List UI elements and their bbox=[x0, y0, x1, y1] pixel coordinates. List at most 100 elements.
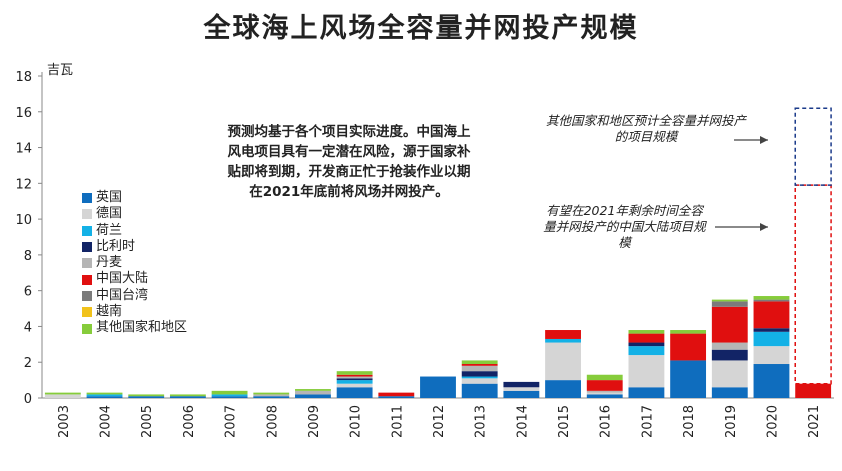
y-tick-label: 18 bbox=[15, 70, 32, 85]
x-tick-label: 2020 bbox=[765, 405, 780, 438]
x-tick-label: 2006 bbox=[182, 405, 197, 438]
x-tick-label: 2014 bbox=[515, 405, 530, 438]
bar-segment bbox=[670, 333, 707, 361]
bar-segment bbox=[545, 342, 581, 381]
bar-segment bbox=[711, 349, 748, 361]
bar-segment bbox=[753, 296, 790, 300]
y-tick-label: 12 bbox=[15, 177, 32, 192]
x-tick-label: 2003 bbox=[57, 405, 72, 438]
legend-label: 丹麦 bbox=[96, 255, 123, 271]
x-tick-label: 2015 bbox=[557, 405, 572, 438]
bar-segment bbox=[420, 376, 456, 398]
bar-segment bbox=[711, 306, 748, 343]
bar-segment bbox=[253, 396, 290, 398]
bar-segment bbox=[753, 331, 790, 347]
chart-note: 预测均基于各个项目实际进度。中国海上风电项目具有一定潜在风险，源于国家补贴即将到… bbox=[227, 124, 471, 200]
bar-segment bbox=[711, 387, 748, 398]
x-tick-label: 2021 bbox=[807, 405, 822, 438]
legend-item: 荷兰 bbox=[82, 223, 187, 239]
legend-label: 德国 bbox=[96, 206, 123, 222]
bar-segment bbox=[711, 299, 748, 302]
bar-segment bbox=[169, 396, 206, 398]
bar-segment bbox=[44, 394, 81, 398]
bar-segment bbox=[44, 392, 81, 395]
y-tick-label: 4 bbox=[24, 320, 32, 335]
x-tick-label: 2010 bbox=[349, 405, 364, 438]
bar-segment bbox=[336, 380, 373, 384]
bar-segment bbox=[503, 390, 540, 398]
y-tick-label: 10 bbox=[15, 213, 32, 228]
bar-segment bbox=[545, 330, 581, 339]
legend-label: 荷兰 bbox=[96, 222, 123, 238]
bar-segment bbox=[628, 387, 665, 398]
y-tick-label: 6 bbox=[24, 285, 32, 300]
x-axis: 2003 2004 2005 2006 2007 2008 2009 2010 2011 2012… bbox=[57, 405, 822, 438]
bar-segment bbox=[378, 396, 415, 398]
bar-segment bbox=[753, 299, 790, 302]
legend-swatch bbox=[82, 290, 92, 301]
legend-item: 中国大陆 bbox=[82, 271, 187, 287]
x-tick-label: 2012 bbox=[432, 405, 447, 438]
legend-label: 比利时 bbox=[96, 238, 136, 254]
chart-title: 全球海上风场全容量并网投产规模 bbox=[203, 13, 639, 44]
legend-item: 其他国家和地区 bbox=[82, 320, 187, 336]
bar-segment bbox=[86, 394, 123, 397]
bar-segment bbox=[670, 360, 707, 398]
bar-segment bbox=[461, 360, 498, 365]
bar-segment bbox=[128, 394, 165, 397]
bar-segment bbox=[86, 396, 123, 398]
bar-segment bbox=[378, 392, 415, 397]
bar-segment bbox=[211, 390, 248, 395]
legend-item: 丹麦 bbox=[82, 255, 187, 271]
y-axis-unit: 吉瓦 bbox=[47, 63, 74, 78]
legend-item: 比利时 bbox=[82, 239, 187, 255]
legend-item: 越南 bbox=[82, 304, 187, 320]
bar-segment bbox=[295, 394, 331, 398]
bar-segment bbox=[753, 346, 790, 365]
bar-segment bbox=[336, 383, 373, 388]
legend-label: 其他国家和地区 bbox=[96, 320, 188, 336]
arrow-china-forecast-head bbox=[760, 223, 768, 231]
forecast-group bbox=[794, 107, 832, 385]
x-tick-label: 2017 bbox=[640, 405, 655, 438]
bar-segment bbox=[545, 338, 581, 343]
x-tick-label: 2016 bbox=[599, 405, 614, 438]
legend-label: 中国大陆 bbox=[96, 271, 149, 287]
forecast-box bbox=[794, 184, 832, 385]
legend-swatch bbox=[82, 242, 92, 253]
legend-swatch bbox=[82, 209, 92, 220]
bar-segment bbox=[336, 387, 373, 398]
bar-segment bbox=[628, 342, 665, 347]
bar-segment bbox=[586, 380, 623, 391]
x-tick-label: 2019 bbox=[724, 405, 739, 438]
bar-segment bbox=[336, 376, 373, 379]
bar-segment bbox=[211, 396, 248, 398]
y-tick-label: 14 bbox=[15, 142, 32, 157]
legend-swatch bbox=[82, 323, 92, 334]
legend-swatch bbox=[82, 225, 92, 236]
x-tick-label: 2013 bbox=[474, 405, 489, 438]
legend-item: 中国台湾 bbox=[82, 288, 187, 304]
bar-segment bbox=[503, 381, 540, 388]
bar-segment bbox=[128, 396, 165, 398]
bar-segment bbox=[295, 390, 331, 395]
bar-segment bbox=[586, 390, 623, 393]
legend-item: 德国 bbox=[82, 206, 187, 222]
legend-item: 英国 bbox=[82, 190, 187, 206]
bar-segment bbox=[86, 392, 123, 395]
y-tick-label: 8 bbox=[24, 249, 32, 264]
x-tick-label: 2018 bbox=[682, 405, 697, 438]
bar-segment bbox=[461, 383, 498, 398]
bar-segment bbox=[628, 330, 665, 334]
bar-segment bbox=[795, 383, 832, 398]
bar-segment bbox=[461, 371, 498, 377]
bar-segment bbox=[711, 342, 748, 350]
legend-swatch bbox=[82, 274, 92, 285]
legend: 英国 德国 荷兰 比利时 丹麦 中国大陆 中国台湾 越南 其他国家和地区 bbox=[82, 190, 187, 337]
x-tick-label: 2009 bbox=[307, 405, 322, 438]
y-tick-label: 16 bbox=[15, 106, 32, 121]
bar-segment bbox=[461, 378, 498, 384]
bar-segment bbox=[586, 392, 623, 395]
bar-segment bbox=[628, 346, 665, 356]
